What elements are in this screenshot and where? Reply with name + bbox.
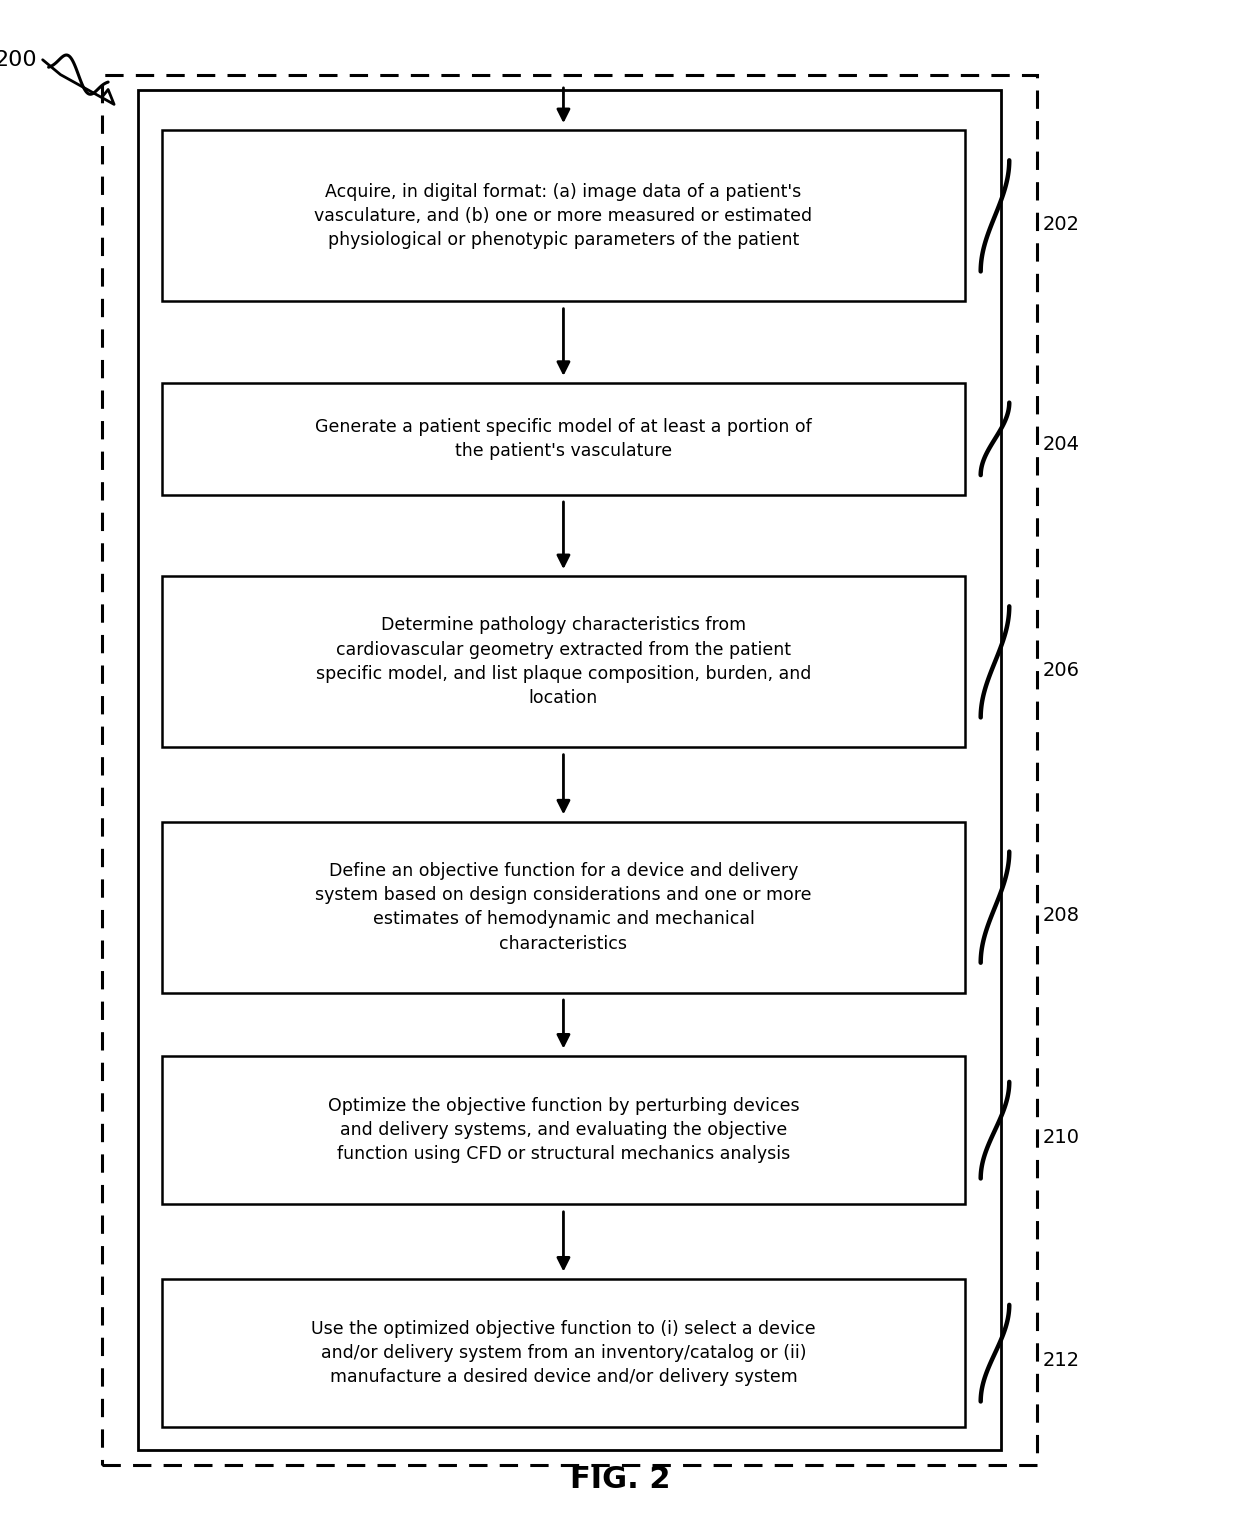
Bar	[102, 74, 1037, 1465]
Bar	[161, 576, 965, 748]
Text: 210: 210	[1043, 1129, 1080, 1147]
Text: Use the optimized objective function to (i) select a device
and/or delivery syst: Use the optimized objective function to …	[311, 1320, 816, 1387]
Bar	[161, 384, 965, 495]
Text: Determine pathology characteristics from
cardiovascular geometry extracted from : Determine pathology characteristics from…	[316, 616, 811, 707]
Text: 200: 200	[0, 50, 37, 70]
Text: FIG. 2: FIG. 2	[569, 1465, 671, 1494]
Text: Generate a patient specific model of at least a portion of
the patient's vascula: Generate a patient specific model of at …	[315, 417, 812, 460]
Bar	[138, 90, 1001, 1450]
Text: 202: 202	[1043, 215, 1080, 234]
Text: Define an objective function for a device and delivery
system based on design co: Define an objective function for a devic…	[315, 862, 812, 953]
Bar	[161, 1279, 965, 1427]
Text: 204: 204	[1043, 435, 1080, 454]
Text: Acquire, in digital format: (a) image data of a patient's
vasculature, and (b) o: Acquire, in digital format: (a) image da…	[315, 182, 812, 249]
Bar	[161, 1056, 965, 1204]
Text: 206: 206	[1043, 661, 1080, 680]
Bar	[161, 130, 965, 302]
Bar	[161, 822, 965, 992]
Text: 212: 212	[1043, 1352, 1080, 1370]
Text: 208: 208	[1043, 906, 1080, 925]
Text: Optimize the objective function by perturbing devices
and delivery systems, and : Optimize the objective function by pertu…	[327, 1097, 800, 1164]
